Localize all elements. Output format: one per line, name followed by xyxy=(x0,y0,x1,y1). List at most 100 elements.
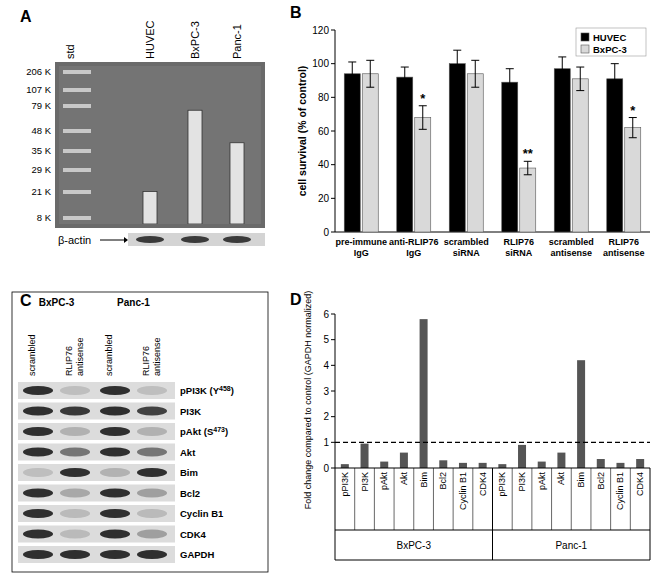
band xyxy=(23,386,53,395)
protein-label: Bcl2 xyxy=(180,488,200,499)
x-tick-label: scrambled siRNA xyxy=(440,237,493,259)
y-tick-label: 100 xyxy=(312,58,329,69)
table-line xyxy=(453,468,454,530)
y-tick-label: 2 xyxy=(323,411,329,422)
ladder-band xyxy=(63,216,91,220)
y-tick xyxy=(331,314,335,315)
bar xyxy=(479,463,487,468)
y-tick xyxy=(331,468,335,469)
y-tick xyxy=(331,442,335,443)
ladder-label: 79 K xyxy=(31,100,51,111)
y-tick xyxy=(331,63,335,64)
y-tick-label: 20 xyxy=(318,193,330,204)
y-tick-label: 1 xyxy=(323,437,329,448)
protein-name: Akt xyxy=(180,447,196,458)
cell-line-label: Panc-1 xyxy=(117,297,150,308)
bar xyxy=(467,74,483,232)
reference-line xyxy=(335,442,650,443)
table-line xyxy=(335,468,336,560)
significance-mark: * xyxy=(630,103,636,118)
error-cap xyxy=(558,56,566,57)
error-cap xyxy=(506,68,514,69)
panel-label: A xyxy=(20,8,32,25)
error-cap xyxy=(576,90,584,91)
band xyxy=(60,489,90,498)
error-cap xyxy=(558,80,566,81)
error-cap xyxy=(348,85,356,86)
error-cap xyxy=(366,60,374,61)
table-line xyxy=(374,468,375,530)
cell-line-label: BxPC-3 xyxy=(39,297,75,308)
bar xyxy=(518,445,526,468)
ladder-band xyxy=(63,70,91,74)
band xyxy=(60,427,90,436)
figure: A206 K107 K79 K48 K35 K29 K21 K8 KstdHUV… xyxy=(0,0,661,576)
protein-label: Bim xyxy=(180,467,198,478)
blot-strip xyxy=(18,464,175,481)
error-cap xyxy=(471,87,479,88)
protein-name-end: ) xyxy=(225,426,228,437)
y-tick-label: 4 xyxy=(323,360,329,371)
error-cap xyxy=(453,50,461,51)
band xyxy=(100,530,130,539)
table-line xyxy=(590,468,591,530)
bar xyxy=(538,462,546,468)
protein-label: CDK4 xyxy=(180,529,207,540)
blot-strip xyxy=(18,546,175,563)
band xyxy=(100,509,130,518)
blot-strip xyxy=(18,382,175,399)
error-cap xyxy=(471,60,479,61)
x-tick-label: Bim xyxy=(419,472,429,488)
ladder-label: 8 K xyxy=(37,212,52,223)
error-stem xyxy=(562,57,563,81)
table-line xyxy=(512,468,513,530)
error-bar xyxy=(471,60,479,87)
blot-strip xyxy=(18,485,175,502)
lane-label: BxPC-3 xyxy=(189,21,201,59)
error-bar xyxy=(558,57,566,81)
x-tick-label: pre-immune IgG xyxy=(335,237,388,259)
y-tick xyxy=(331,391,335,392)
ladder-band xyxy=(63,149,91,153)
x-tick-label: pAkt xyxy=(379,472,389,491)
band xyxy=(100,427,130,436)
y-tick xyxy=(331,365,335,366)
bar xyxy=(557,453,565,468)
lane-label: RLIP76 antisense xyxy=(64,312,86,376)
bar xyxy=(636,459,644,468)
error-bar xyxy=(348,62,356,86)
bar xyxy=(415,118,431,232)
bar xyxy=(597,459,605,468)
error-cap xyxy=(366,87,374,88)
protein-label: Cyclin B1 xyxy=(180,508,224,519)
bar xyxy=(420,319,428,468)
band xyxy=(100,468,130,477)
band xyxy=(23,448,53,457)
band xyxy=(137,386,167,395)
protein-name: CDK4 xyxy=(180,529,207,540)
y-tick xyxy=(331,131,335,132)
error-stem xyxy=(422,106,423,130)
y-tick-label: 5 xyxy=(323,334,329,345)
y-tick-label: 0 xyxy=(323,227,329,238)
arrow-head xyxy=(124,237,128,243)
x-tick-label: pAkt xyxy=(537,472,547,491)
error-bar xyxy=(629,118,637,138)
protein-name: PI3K xyxy=(180,406,201,417)
x-tick-label: Cyclin B1 xyxy=(458,472,468,510)
table-line xyxy=(630,468,631,530)
figure-canvas: A206 K107 K79 K48 K35 K29 K21 K8 KstdHUV… xyxy=(0,0,661,576)
y-tick xyxy=(331,198,335,199)
y-tick-label: 0 xyxy=(323,463,329,474)
y-tick-label: 120 xyxy=(312,25,329,36)
bar xyxy=(400,453,408,468)
table-line xyxy=(354,468,355,530)
x-tick-label: PI3K xyxy=(360,472,370,492)
table-line xyxy=(650,468,651,560)
error-cap xyxy=(348,61,356,62)
y-tick xyxy=(331,97,335,98)
y-tick-label: 60 xyxy=(318,126,330,137)
x-tick-label: scrambled antisense xyxy=(545,237,598,259)
panel-frame xyxy=(12,292,268,572)
bar xyxy=(397,77,413,232)
